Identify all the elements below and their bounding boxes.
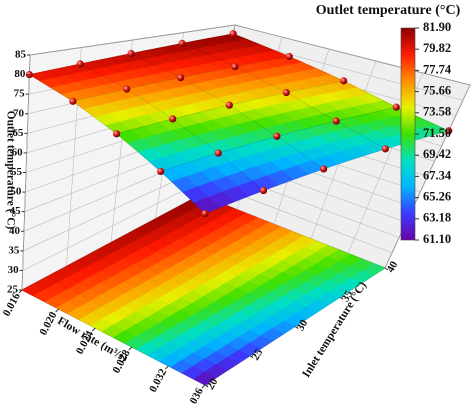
y-tick: [249, 355, 254, 359]
data-point: [229, 30, 237, 38]
data-point: [69, 97, 77, 105]
surface: [28, 33, 450, 214]
floor-cell: [193, 371, 217, 386]
data-point: [340, 77, 348, 85]
colorbar-tick-label: 79.82: [423, 41, 451, 55]
y-tick: [339, 296, 344, 300]
floor-contour: [21, 194, 386, 386]
colorbar-tick-label: 69.42: [423, 147, 451, 161]
colorbar-tick-label: 81.90: [423, 20, 451, 34]
colorbar-tick-label: 65.26: [423, 189, 451, 203]
data-point: [445, 127, 453, 135]
x-tick: [91, 327, 96, 332]
data-point: [157, 167, 165, 176]
z-tick-label: 55: [11, 166, 23, 178]
data-point: [113, 130, 121, 138]
data-points: [25, 30, 453, 218]
z-tick-label: 30: [8, 264, 20, 276]
z-tick-label: 45: [10, 205, 22, 217]
data-point: [259, 186, 268, 195]
colorbar-tick-label: 67.34: [423, 168, 452, 182]
data-point: [127, 49, 135, 58]
colorbar-tick-label: 73.58: [423, 105, 451, 119]
x-tick: [18, 289, 23, 294]
z-tick-label: 65: [12, 127, 24, 139]
z-tick-label: 35: [8, 244, 20, 256]
data-point: [392, 103, 400, 111]
data-point: [76, 60, 84, 68]
y-tick: [294, 326, 299, 329]
data-point: [273, 132, 281, 140]
x-tick: [55, 308, 59, 313]
z-tick-label: 80: [14, 68, 26, 80]
colorbar-tick-label: 63.18: [423, 211, 451, 225]
x-tick: [128, 346, 133, 351]
z-tick-label: 70: [13, 107, 25, 119]
data-point: [332, 117, 340, 125]
data-point: [231, 63, 239, 71]
data-point: [214, 149, 222, 157]
data-point: [123, 85, 131, 93]
data-point: [320, 165, 328, 173]
z-axis-title: Outlet temperature (°C): [4, 111, 16, 230]
data-point: [178, 39, 186, 47]
colorbar: [400, 27, 416, 241]
y-tick: [384, 267, 389, 271]
colorbar-tick-label: 61.10: [423, 232, 451, 246]
data-point: [169, 115, 177, 123]
colorbar-tick-label: 77.74: [423, 62, 452, 76]
z-tick-label: 60: [12, 146, 24, 158]
data-point: [282, 88, 290, 97]
x-tick-label: 0.036: [184, 386, 206, 404]
x-tick: [201, 384, 206, 389]
x-tick: [165, 365, 169, 370]
z-tick-label: 85: [15, 49, 27, 61]
colorbar-tick-label: 75.66: [423, 83, 451, 97]
colorbar-tick-label: 71.50: [423, 126, 451, 140]
z-tick-label: 75: [14, 88, 26, 100]
data-point: [177, 74, 185, 82]
grid-line: [384, 84, 471, 269]
data-point: [285, 52, 293, 61]
colorbar-title: Outlet temperature (°C): [316, 3, 461, 18]
data-point: [201, 209, 209, 218]
z-tick-label: 40: [9, 225, 21, 237]
z-tick-label: 25: [7, 284, 19, 296]
y-tick: [204, 384, 209, 388]
z-tick-label: 50: [10, 186, 22, 198]
data-point: [225, 101, 233, 109]
x-tick-label: 0.016: [1, 291, 23, 319]
x-tick-label: 0.032: [147, 367, 169, 395]
surface-cell: [193, 196, 221, 214]
data-point: [381, 145, 389, 153]
